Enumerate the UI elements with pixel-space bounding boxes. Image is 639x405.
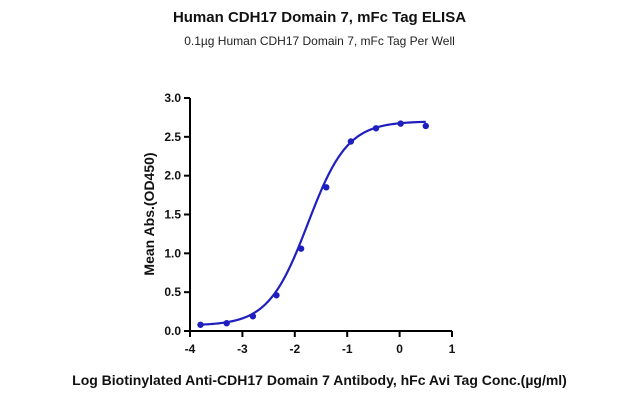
y-tick-label: 2.5 [164, 130, 181, 144]
chart-subtitle: 0.1µg Human CDH17 Domain 7, mFc Tag Per … [184, 34, 455, 48]
y-tick-label: 1.0 [164, 246, 181, 260]
chart-title: Human CDH17 Domain 7, mFc Tag ELISA [173, 9, 466, 26]
x-ticks: -4 -3 -2 -1 0 1 [185, 331, 456, 356]
y-tick-label: 0.0 [164, 324, 181, 338]
data-point [422, 122, 429, 130]
data-points [197, 120, 429, 328]
x-tick-label: -2 [289, 342, 300, 356]
data-point [323, 184, 330, 191]
y-tick-label: 0.5 [164, 285, 181, 299]
y-axis-title: Mean Abs.(OD450) [141, 152, 157, 275]
x-axis-title: Log Biotinylated Anti-CDH17 Domain 7 Ant… [72, 372, 567, 388]
y-tick-label: 2.0 [164, 169, 181, 183]
x-tick-label: 0 [396, 342, 403, 356]
data-point [223, 320, 230, 327]
x-tick-label: -1 [342, 342, 353, 356]
data-point [249, 313, 257, 320]
data-point [397, 120, 404, 127]
data-point [372, 125, 380, 132]
x-tick-label: -3 [237, 342, 248, 356]
fit-curve [200, 120, 426, 326]
x-tick-label: -4 [185, 342, 196, 356]
x-tick-label: 1 [449, 342, 456, 356]
plot-area: 0.0 0.5 1.0 1.5 2.0 2.5 3.0 -4 -3 -2 -1 0 1 [164, 91, 455, 356]
y-tick-label: 1.5 [164, 208, 181, 222]
data-point [197, 321, 204, 328]
y-tick-label: 3.0 [164, 91, 181, 105]
data-point [273, 292, 280, 299]
data-point [347, 138, 355, 145]
data-point [297, 245, 305, 252]
y-ticks: 0.0 0.5 1.0 1.5 2.0 2.5 3.0 [164, 91, 190, 338]
